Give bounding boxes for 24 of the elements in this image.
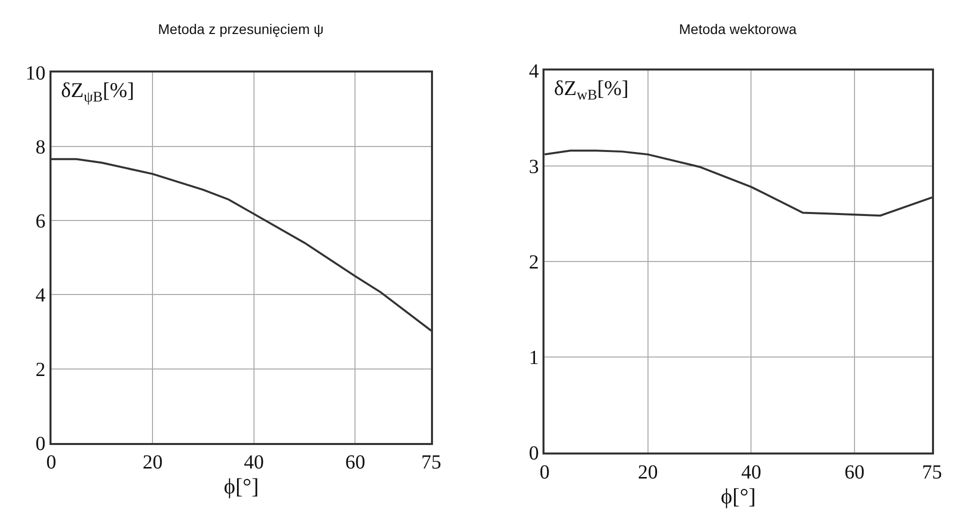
- y-tick-label: 4: [36, 284, 46, 307]
- chart-title: Metoda wektorowa: [679, 21, 797, 37]
- y-tick-label: 0: [36, 432, 46, 455]
- x-tick-label: 40: [244, 452, 264, 474]
- x-tick-label: 40: [741, 461, 762, 484]
- y-tick-label: 8: [36, 136, 46, 158]
- x-axis-title: ϕ[°]: [224, 474, 259, 499]
- y-tick-label: 2: [36, 358, 46, 381]
- x-axis-title: ϕ[°]: [720, 483, 756, 508]
- y-tick-label: 3: [528, 156, 539, 178]
- y-axis-title: δZ$_{ψB}$[%]: [61, 78, 134, 106]
- x-tick-label: 60: [345, 452, 366, 474]
- y-tick-label: 1: [528, 347, 539, 370]
- y-tick-label: 6: [36, 210, 46, 233]
- chart-title: Metoda z przesunięciem ψ: [158, 21, 324, 37]
- x-tick-label: 20: [142, 452, 163, 474]
- y-tick-label: 2: [528, 251, 539, 274]
- x-tick-label: 75: [922, 461, 942, 484]
- x-tick-label: 60: [844, 461, 865, 484]
- x-tick-label: 20: [638, 461, 658, 484]
- y-tick-label: 4: [528, 60, 539, 82]
- y-axis-title: δZ$_{wB}$[%]: [554, 76, 629, 104]
- y-tick-label: 10: [26, 62, 46, 84]
- x-tick-label: 75: [421, 452, 442, 474]
